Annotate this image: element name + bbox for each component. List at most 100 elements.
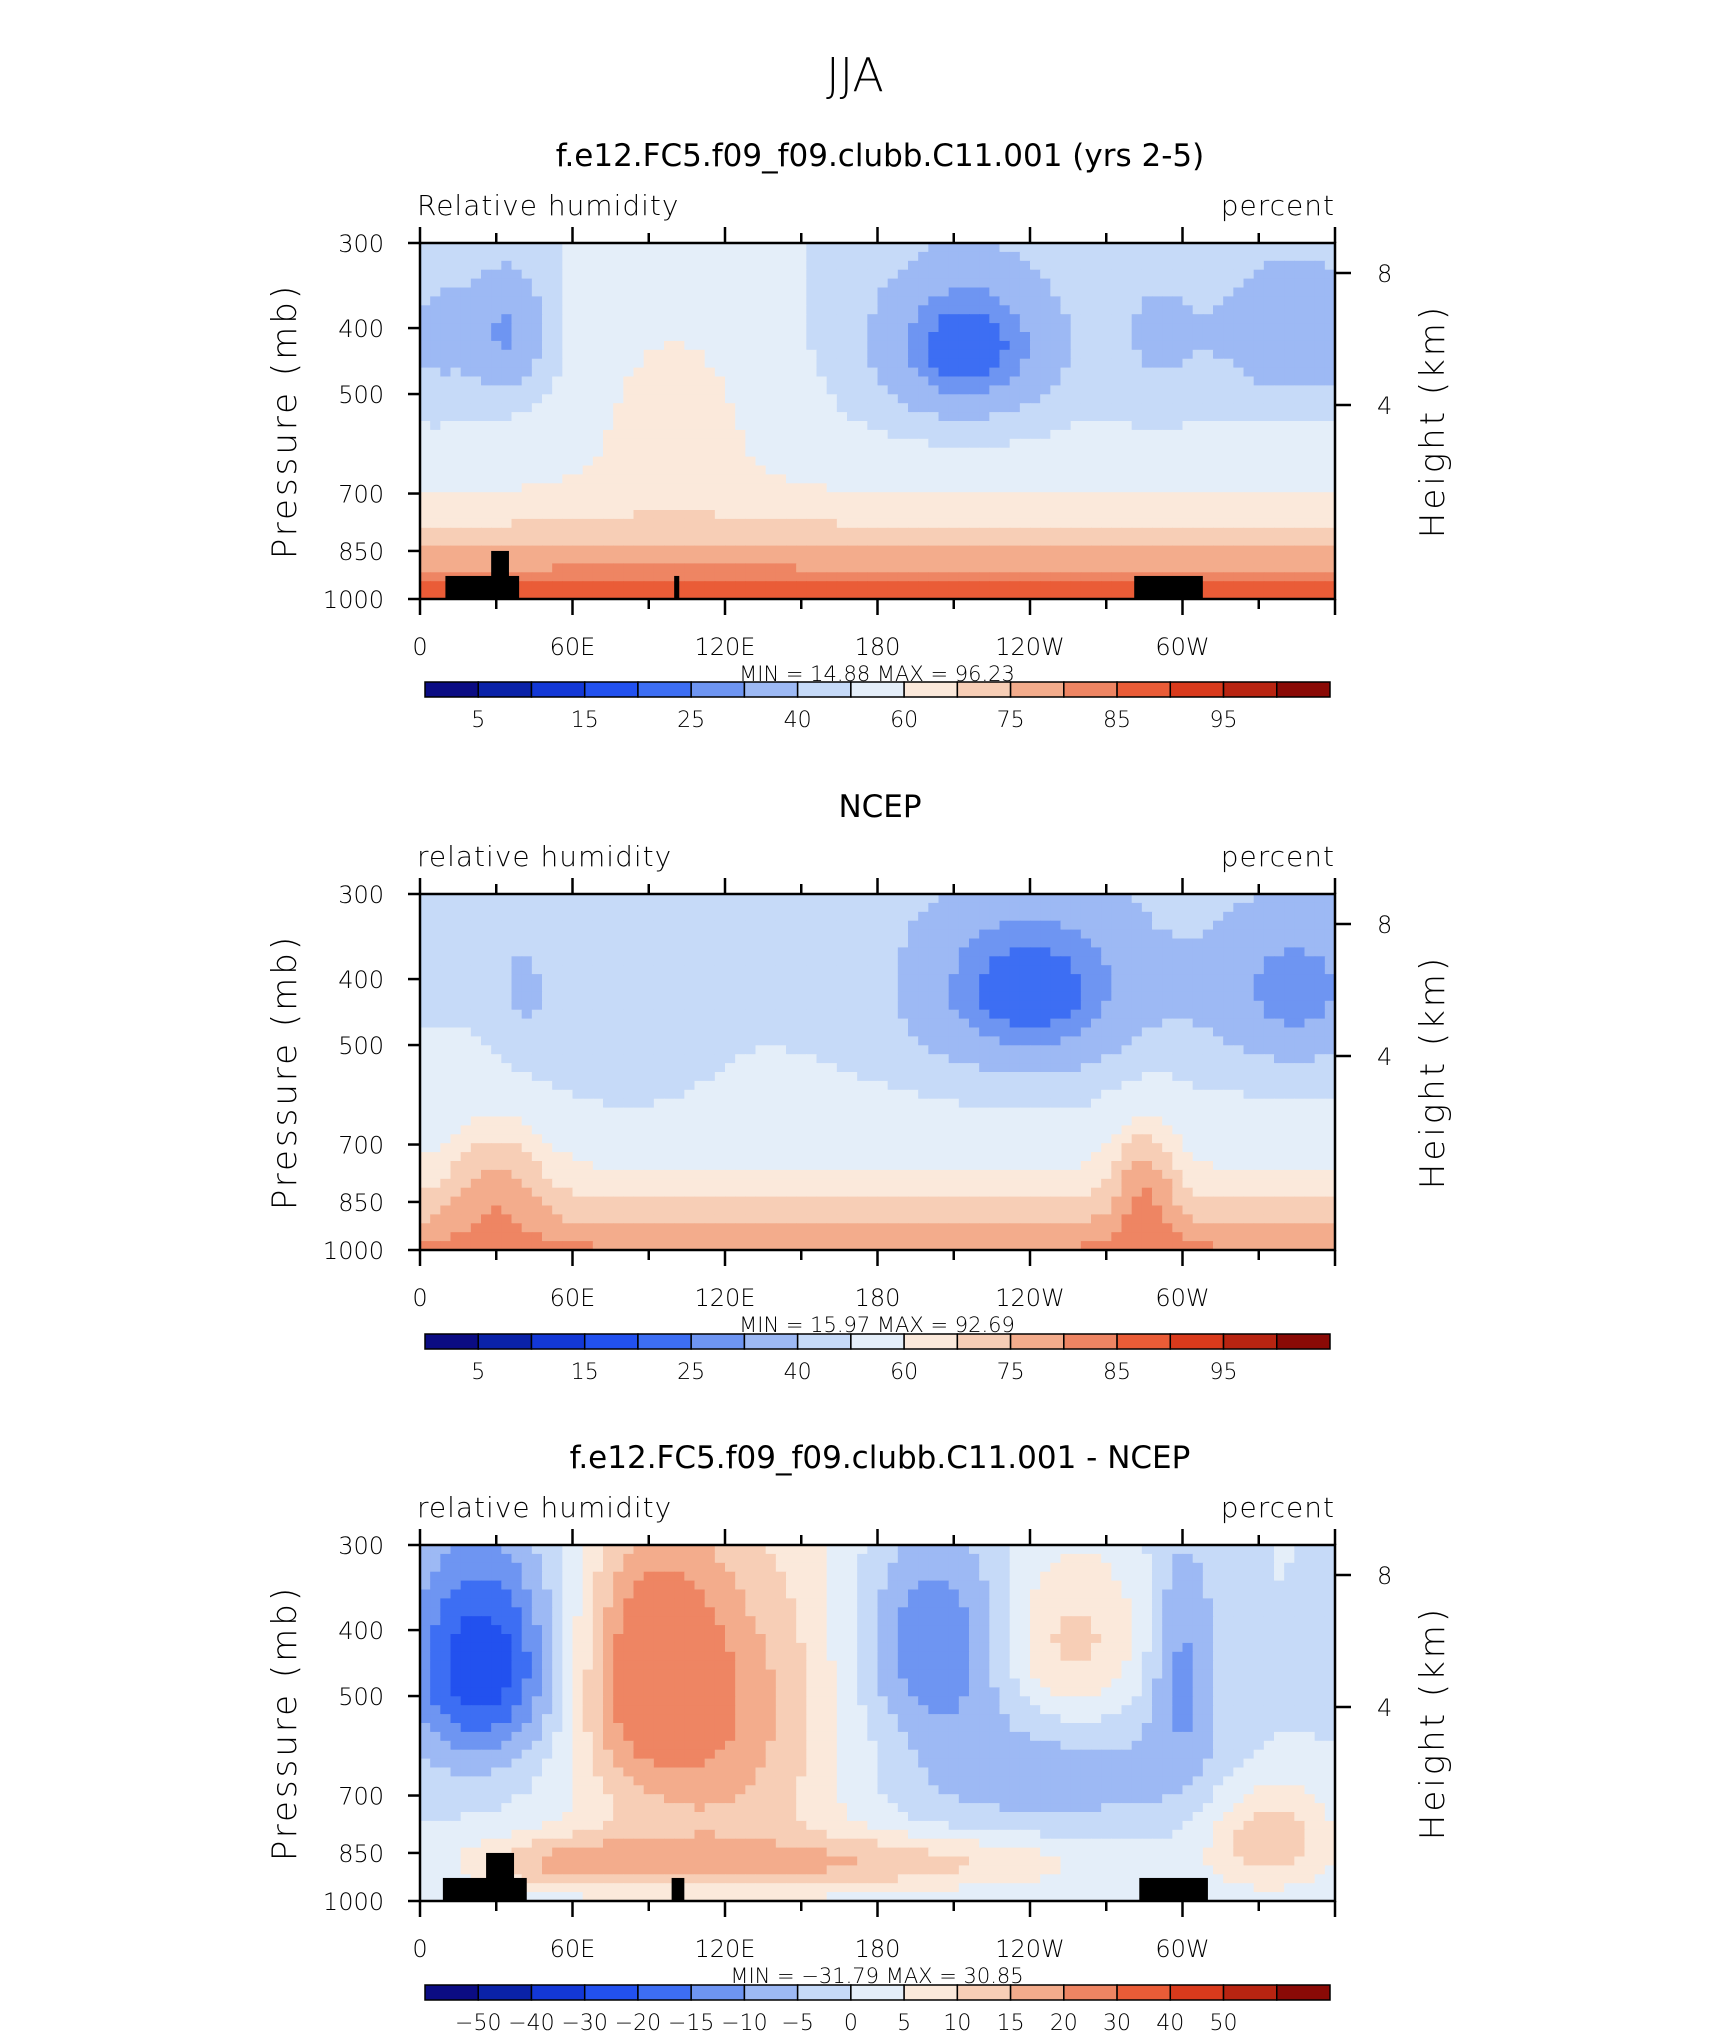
heatmap-cell xyxy=(481,911,492,922)
heatmap-cell xyxy=(786,394,797,404)
heatmap-cell xyxy=(765,465,777,475)
heatmap-cell xyxy=(501,456,513,467)
heatmap-cell xyxy=(1274,590,1285,600)
heatmap-cell xyxy=(897,902,909,913)
heatmap-cell xyxy=(511,527,523,538)
heatmap-cell xyxy=(623,305,635,315)
heatmap-cell xyxy=(887,429,899,440)
heatmap-cell xyxy=(1233,323,1245,333)
heatmap-cell xyxy=(460,527,472,538)
heatmap-cell xyxy=(938,501,950,511)
heatmap-cell xyxy=(1324,394,1336,404)
heatmap-cell xyxy=(775,527,787,538)
heatmap-cell xyxy=(684,572,696,582)
heatmap-cell xyxy=(725,554,736,564)
heatmap-cell xyxy=(420,278,431,289)
heatmap-cell xyxy=(643,243,655,253)
heatmap-cell xyxy=(552,376,563,386)
heatmap-cell xyxy=(1070,456,1082,467)
heatmap-cell xyxy=(1223,278,1234,289)
heatmap-cell xyxy=(918,554,929,564)
heatmap-cell xyxy=(908,314,919,324)
heatmap-cell xyxy=(684,385,696,395)
heatmap-cell xyxy=(948,474,960,484)
heatmap-cell xyxy=(643,974,655,984)
heatmap-cell xyxy=(1030,340,1041,351)
heatmap-cell xyxy=(684,920,696,931)
heatmap-cell xyxy=(613,465,624,475)
heatmap-cell xyxy=(847,412,858,422)
heatmap-cell xyxy=(1314,510,1326,520)
heatmap-cell xyxy=(1294,492,1306,502)
heatmap-cell xyxy=(989,429,1001,440)
heatmap-cell xyxy=(1060,340,1072,351)
heatmap-cell xyxy=(867,376,879,386)
heatmap-cell xyxy=(1263,367,1275,378)
heatmap-cell xyxy=(1274,403,1285,413)
heatmap-cell xyxy=(1141,483,1153,493)
heatmap-cell xyxy=(948,412,960,422)
heatmap-cell xyxy=(786,314,797,324)
heatmap-cell xyxy=(1131,965,1143,975)
heatmap-cell xyxy=(674,536,685,547)
heatmap-cell xyxy=(1192,902,1204,913)
heatmap-cell xyxy=(806,287,818,297)
heatmap-cell xyxy=(1294,920,1306,931)
heatmap-cell xyxy=(450,332,462,342)
heatmap-cell xyxy=(826,251,838,262)
heatmap-cell xyxy=(511,287,523,297)
heatmap-cell xyxy=(694,474,706,484)
heatmap-cell xyxy=(908,465,919,475)
heatmap-cell xyxy=(674,305,685,315)
heatmap-cell xyxy=(450,911,462,922)
colorbar-label: 40 xyxy=(784,708,812,733)
heatmap-cell xyxy=(958,403,970,413)
heatmap-cell xyxy=(643,278,655,289)
heatmap-cell xyxy=(735,447,746,458)
heatmap-cell xyxy=(1091,474,1102,484)
heatmap-cell xyxy=(1172,305,1184,315)
heatmap-cell xyxy=(572,465,584,475)
heatmap-cell xyxy=(552,974,563,984)
heatmap-cell xyxy=(836,358,848,369)
heatmap-cell xyxy=(1233,572,1245,582)
heatmap-cell xyxy=(938,545,950,556)
heatmap-cell xyxy=(1233,590,1245,600)
heatmap-cell xyxy=(979,572,990,582)
heatmap-cell xyxy=(704,894,716,904)
heatmap-cell xyxy=(1253,1000,1265,1011)
heatmap-cell xyxy=(897,1000,909,1011)
heatmap-cell xyxy=(1314,483,1326,493)
heatmap-cell xyxy=(979,314,990,324)
heatmap-cell xyxy=(755,965,767,975)
heatmap-cell xyxy=(552,447,563,458)
heatmap-cell xyxy=(1243,483,1255,493)
heatmap-cell xyxy=(481,947,492,957)
heatmap-cell xyxy=(1121,1009,1133,1020)
heatmap-cell xyxy=(847,251,858,262)
heatmap-cell xyxy=(1030,438,1041,449)
heatmap-cell xyxy=(765,911,777,922)
heatmap-cell xyxy=(1152,332,1163,342)
heatmap-cell xyxy=(481,563,492,573)
heatmap-cell xyxy=(786,483,797,493)
heatmap-cell xyxy=(928,527,940,538)
heatmap-cell xyxy=(1009,260,1021,271)
heatmap-cell xyxy=(664,501,675,511)
heatmap-cell xyxy=(1182,501,1194,511)
heatmap-cell xyxy=(1019,412,1031,422)
heatmap-cell xyxy=(1284,590,1295,600)
heatmap-cell xyxy=(816,314,828,324)
heatmap-cell xyxy=(430,536,441,547)
heatmap-cell xyxy=(908,323,919,333)
heatmap-cell xyxy=(735,278,746,289)
heatmap-cell xyxy=(1182,938,1194,948)
heatmap-cell xyxy=(897,492,909,502)
heatmap-cell xyxy=(979,251,990,262)
heatmap-cell xyxy=(1040,501,1051,511)
heatmap-cell xyxy=(623,385,635,395)
heatmap-cell xyxy=(1091,421,1102,431)
heatmap-cell xyxy=(684,305,696,315)
heatmap-cell xyxy=(542,510,553,520)
heatmap-cell xyxy=(481,260,492,271)
